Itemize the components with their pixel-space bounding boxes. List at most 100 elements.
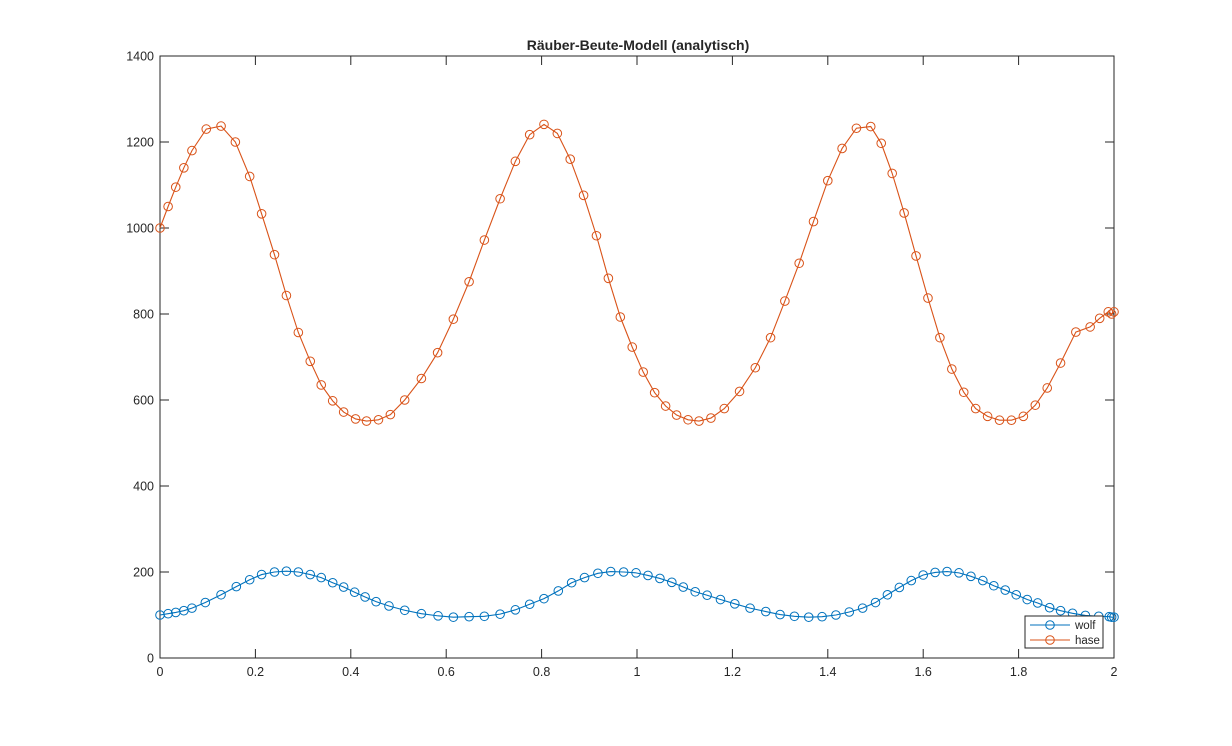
hase-point bbox=[750, 362, 761, 373]
wolf-point bbox=[399, 605, 410, 616]
hase-point bbox=[671, 410, 682, 420]
hase-point bbox=[385, 409, 396, 420]
hase-point bbox=[591, 230, 602, 241]
hase-point bbox=[524, 129, 535, 140]
wolf-point bbox=[200, 597, 211, 608]
hase-point bbox=[1109, 307, 1119, 317]
hase-point bbox=[350, 414, 361, 424]
hase-point bbox=[539, 119, 549, 130]
wolf-point bbox=[678, 582, 689, 592]
hase-point bbox=[269, 249, 280, 260]
hase-point bbox=[552, 128, 563, 139]
series-wolf bbox=[155, 566, 1119, 622]
hase-point bbox=[1018, 411, 1029, 422]
hase-point bbox=[1055, 358, 1066, 368]
wolf-point bbox=[702, 590, 712, 601]
hase-point bbox=[935, 332, 945, 343]
wolf-point bbox=[338, 582, 349, 592]
wolf-point bbox=[593, 568, 603, 579]
hase-point bbox=[201, 124, 212, 134]
x-tick-label: 0.6 bbox=[438, 665, 455, 679]
hase-point bbox=[694, 416, 704, 426]
hase-point bbox=[1006, 415, 1017, 426]
wolf-point bbox=[510, 605, 521, 615]
wolf-point bbox=[216, 589, 226, 600]
wolf-point bbox=[416, 608, 427, 619]
wolf-point bbox=[690, 586, 700, 597]
hase-point bbox=[1085, 322, 1095, 332]
y-tick-label: 1000 bbox=[126, 222, 154, 236]
hase-point bbox=[163, 201, 173, 212]
wolf-line bbox=[159, 570, 1114, 618]
hase-point bbox=[565, 154, 576, 164]
hase-point bbox=[947, 364, 957, 374]
hase-point bbox=[823, 175, 833, 186]
wolf-point bbox=[643, 570, 653, 581]
hase-point bbox=[464, 276, 474, 287]
wolf-point bbox=[163, 608, 173, 619]
legend-marker-hase bbox=[1045, 635, 1055, 645]
hase-point bbox=[638, 367, 649, 377]
hase-point bbox=[649, 387, 660, 398]
hase-point bbox=[765, 332, 776, 343]
wolf-point bbox=[817, 611, 827, 622]
hase-point bbox=[179, 163, 189, 173]
hase-point bbox=[305, 356, 316, 367]
hase-point bbox=[603, 273, 614, 284]
wolf-point bbox=[745, 603, 755, 613]
hase-point bbox=[281, 290, 292, 301]
wolf-point bbox=[256, 569, 267, 580]
wolf-point bbox=[894, 582, 905, 593]
wolf-point bbox=[930, 567, 940, 578]
hase-point bbox=[170, 182, 181, 192]
wolf-point bbox=[978, 575, 988, 586]
wolf-point bbox=[942, 566, 952, 577]
hase-point bbox=[155, 223, 165, 233]
hase-point bbox=[794, 258, 804, 269]
hase-point bbox=[1071, 327, 1081, 337]
hase-point bbox=[578, 190, 589, 201]
x-tick-label: 2 bbox=[1111, 665, 1118, 679]
wolf-point bbox=[448, 612, 459, 622]
legend-label-wolf: wolf bbox=[1074, 620, 1096, 632]
wolf-point bbox=[231, 581, 242, 592]
hase-point bbox=[876, 138, 887, 149]
wolf-point bbox=[1055, 605, 1066, 616]
hase-point bbox=[495, 193, 505, 204]
legend-label-hase: hase bbox=[1075, 635, 1100, 647]
hase-point bbox=[899, 208, 909, 218]
wolf-point bbox=[760, 606, 771, 617]
wolf-point bbox=[775, 609, 785, 620]
wolf-point bbox=[384, 601, 394, 611]
hase-point bbox=[361, 416, 372, 426]
hase-line bbox=[159, 123, 1115, 422]
hase-point bbox=[256, 209, 267, 219]
hase-point bbox=[1042, 383, 1053, 393]
wolf-point bbox=[1044, 602, 1055, 613]
hase-point bbox=[958, 387, 969, 398]
wolf-point bbox=[729, 599, 740, 609]
chart-title: Räuber-Beute-Modell (analytisch) bbox=[527, 37, 749, 53]
wolf-point bbox=[433, 611, 443, 621]
hase-point bbox=[706, 413, 716, 423]
wolf-point bbox=[954, 568, 964, 578]
hase-point bbox=[808, 216, 819, 227]
hase-point bbox=[510, 156, 521, 167]
wolf-point bbox=[1106, 612, 1117, 622]
hase-point bbox=[293, 327, 304, 338]
wolf-point bbox=[281, 566, 292, 576]
wolf-point bbox=[631, 568, 641, 578]
hase-point bbox=[887, 168, 897, 179]
wolf-point bbox=[1000, 585, 1011, 595]
hase-point bbox=[982, 411, 993, 422]
hase-point bbox=[416, 373, 427, 384]
x-tick-label: 1 bbox=[634, 665, 641, 679]
x-tick-label: 0.4 bbox=[342, 665, 359, 679]
y-tick-label: 200 bbox=[133, 566, 154, 580]
wolf-point bbox=[789, 611, 800, 622]
hase-point bbox=[1106, 309, 1117, 319]
wolf-point bbox=[349, 587, 360, 598]
wolf-point bbox=[293, 567, 304, 577]
wolf-point bbox=[327, 577, 338, 588]
hase-point bbox=[660, 401, 671, 411]
